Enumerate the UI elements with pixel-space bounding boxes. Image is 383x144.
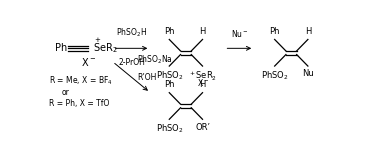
Text: R’OH: R’OH (137, 73, 156, 82)
Text: X$^-$: X$^-$ (81, 56, 97, 68)
Text: PhSO$_2$: PhSO$_2$ (155, 69, 183, 82)
Text: Ph: Ph (164, 80, 175, 89)
Text: R = Ph, X = TfO: R = Ph, X = TfO (49, 99, 110, 108)
Text: Nu$^-$: Nu$^-$ (231, 29, 248, 39)
Text: H: H (305, 27, 311, 36)
Text: PhSO$_2$Na: PhSO$_2$Na (137, 54, 173, 66)
Text: H: H (199, 80, 206, 89)
Text: PhSO$_2$H: PhSO$_2$H (116, 27, 147, 39)
Text: Ph: Ph (164, 27, 175, 36)
Text: Ph: Ph (55, 43, 67, 53)
Text: $^+$SeR$_2$: $^+$SeR$_2$ (188, 69, 217, 83)
Text: Ph: Ph (269, 27, 280, 36)
Text: PhSO$_2$: PhSO$_2$ (261, 69, 288, 82)
Text: +: + (95, 37, 101, 43)
Text: OR’: OR’ (195, 123, 210, 132)
Text: 2-PrOH: 2-PrOH (118, 58, 145, 67)
Text: H: H (199, 27, 206, 36)
Text: R = Me, X = BF$_4$: R = Me, X = BF$_4$ (49, 75, 113, 87)
Text: PhSO$_2$: PhSO$_2$ (155, 123, 183, 135)
Text: Nu: Nu (302, 69, 314, 78)
Text: X$^-$: X$^-$ (196, 77, 209, 88)
Text: SeR$_2$: SeR$_2$ (93, 41, 118, 55)
Text: or: or (61, 88, 69, 97)
